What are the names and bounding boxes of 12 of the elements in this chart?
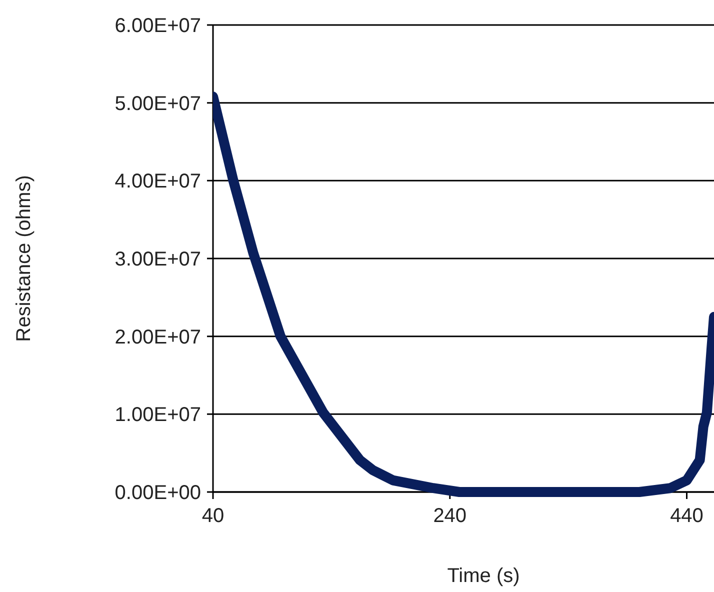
y-tick-label: 6.00E+07: [114, 15, 201, 37]
x-tick-label: 440: [670, 505, 704, 527]
y-tick-label: 4.00E+07: [114, 170, 201, 193]
y-tick-label: 2.00E+07: [114, 326, 201, 348]
y-tick-label: 1.00E+07: [114, 404, 201, 426]
y-tick-label: 5.00E+07: [114, 92, 201, 115]
y-tick-label: 0.00E+00: [114, 482, 201, 504]
x-tick-label: 240: [433, 505, 467, 527]
y-tick-label: 3.00E+07: [114, 248, 201, 270]
x-tick-label: 40: [202, 505, 224, 527]
y-axis-title: Resistance (ohms): [13, 175, 35, 342]
x-axis-title: Time (s): [447, 565, 520, 587]
